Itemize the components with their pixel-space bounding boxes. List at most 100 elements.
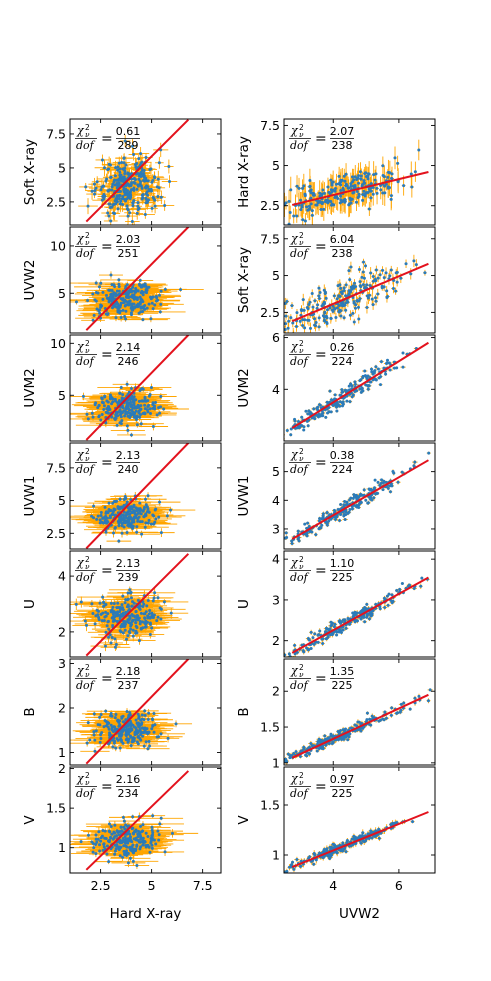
data-point (139, 732, 143, 736)
data-point (136, 519, 140, 523)
data-point (134, 621, 138, 625)
data-point (130, 728, 134, 732)
data-point (139, 718, 143, 722)
data-point (139, 611, 143, 615)
data-point (127, 737, 131, 741)
data-point (109, 723, 113, 727)
data-point (143, 395, 147, 399)
y-axis-label: UVM2 (22, 368, 38, 407)
data-point (146, 521, 150, 525)
data-point (132, 414, 136, 418)
data-point (152, 712, 156, 716)
data-point (127, 301, 131, 305)
data-point (143, 713, 147, 717)
data-point (116, 601, 120, 605)
data-point (135, 530, 139, 534)
data-point (115, 289, 119, 293)
axes-frame (69, 550, 222, 658)
data-point (132, 738, 136, 742)
data-point (131, 144, 135, 148)
data-point (157, 515, 161, 519)
data-point (125, 731, 129, 735)
data-point (115, 499, 119, 503)
data-point (129, 596, 133, 600)
data-point (129, 627, 133, 631)
data-point (153, 591, 157, 595)
data-point (153, 204, 157, 208)
data-point (150, 626, 154, 630)
data-point (98, 311, 102, 315)
data-point (123, 414, 127, 418)
data-point (128, 400, 132, 404)
data-point (102, 604, 106, 608)
data-point (138, 723, 142, 727)
data-point (145, 306, 149, 310)
data-point (121, 175, 125, 179)
data-point (139, 310, 143, 314)
data-point (142, 411, 146, 415)
data-point (130, 510, 134, 514)
data-point (124, 163, 128, 167)
data-point (97, 615, 101, 619)
data-point (119, 625, 123, 629)
data-point (127, 291, 131, 295)
data-point (104, 610, 108, 614)
data-point (117, 278, 121, 282)
data-point (109, 295, 113, 299)
data-point (146, 507, 150, 511)
y-tick-label: 1 (58, 745, 66, 760)
data-point (142, 168, 146, 172)
data-point (102, 601, 106, 605)
y-axis-label: UVW1 (22, 475, 38, 516)
data-point (116, 414, 120, 418)
data-point (112, 180, 116, 184)
data-point (130, 622, 134, 626)
data-point (118, 515, 122, 519)
data-point (146, 399, 150, 403)
data-point (109, 509, 113, 513)
data-point (136, 207, 140, 211)
data-point (129, 287, 133, 291)
data-point (158, 606, 162, 610)
data-point (113, 174, 117, 178)
data-point (125, 283, 129, 287)
data-point (152, 197, 156, 201)
data-point (94, 186, 98, 190)
y-tick-label: 2 (58, 700, 66, 715)
plot-area (70, 553, 190, 657)
data-point (105, 399, 109, 403)
plot-area (78, 119, 190, 225)
data-point (155, 619, 159, 623)
data-point (117, 178, 121, 182)
data-point (127, 390, 131, 394)
fit-line (85, 335, 190, 441)
data-point (97, 414, 101, 418)
data-point (121, 393, 125, 397)
data-point (118, 723, 122, 727)
data-point (100, 400, 104, 404)
data-point (124, 516, 128, 520)
data-point (112, 531, 116, 535)
data-point (136, 517, 140, 521)
data-point (136, 511, 140, 515)
data-point (165, 514, 169, 518)
data-point (90, 514, 94, 518)
data-point (158, 500, 162, 504)
data-point (123, 628, 127, 632)
data-point (136, 201, 140, 205)
data-point (141, 620, 145, 624)
data-point (112, 730, 116, 734)
data-point (117, 524, 121, 528)
data-point (110, 402, 114, 406)
data-point (135, 423, 139, 427)
fit-line (85, 553, 190, 657)
fit-line (85, 659, 190, 765)
data-point (116, 168, 120, 172)
data-point (117, 285, 121, 289)
data-point (129, 591, 133, 595)
data-point (113, 526, 117, 530)
data-point (111, 203, 115, 207)
axes-frame (69, 118, 222, 226)
data-point (147, 730, 151, 734)
